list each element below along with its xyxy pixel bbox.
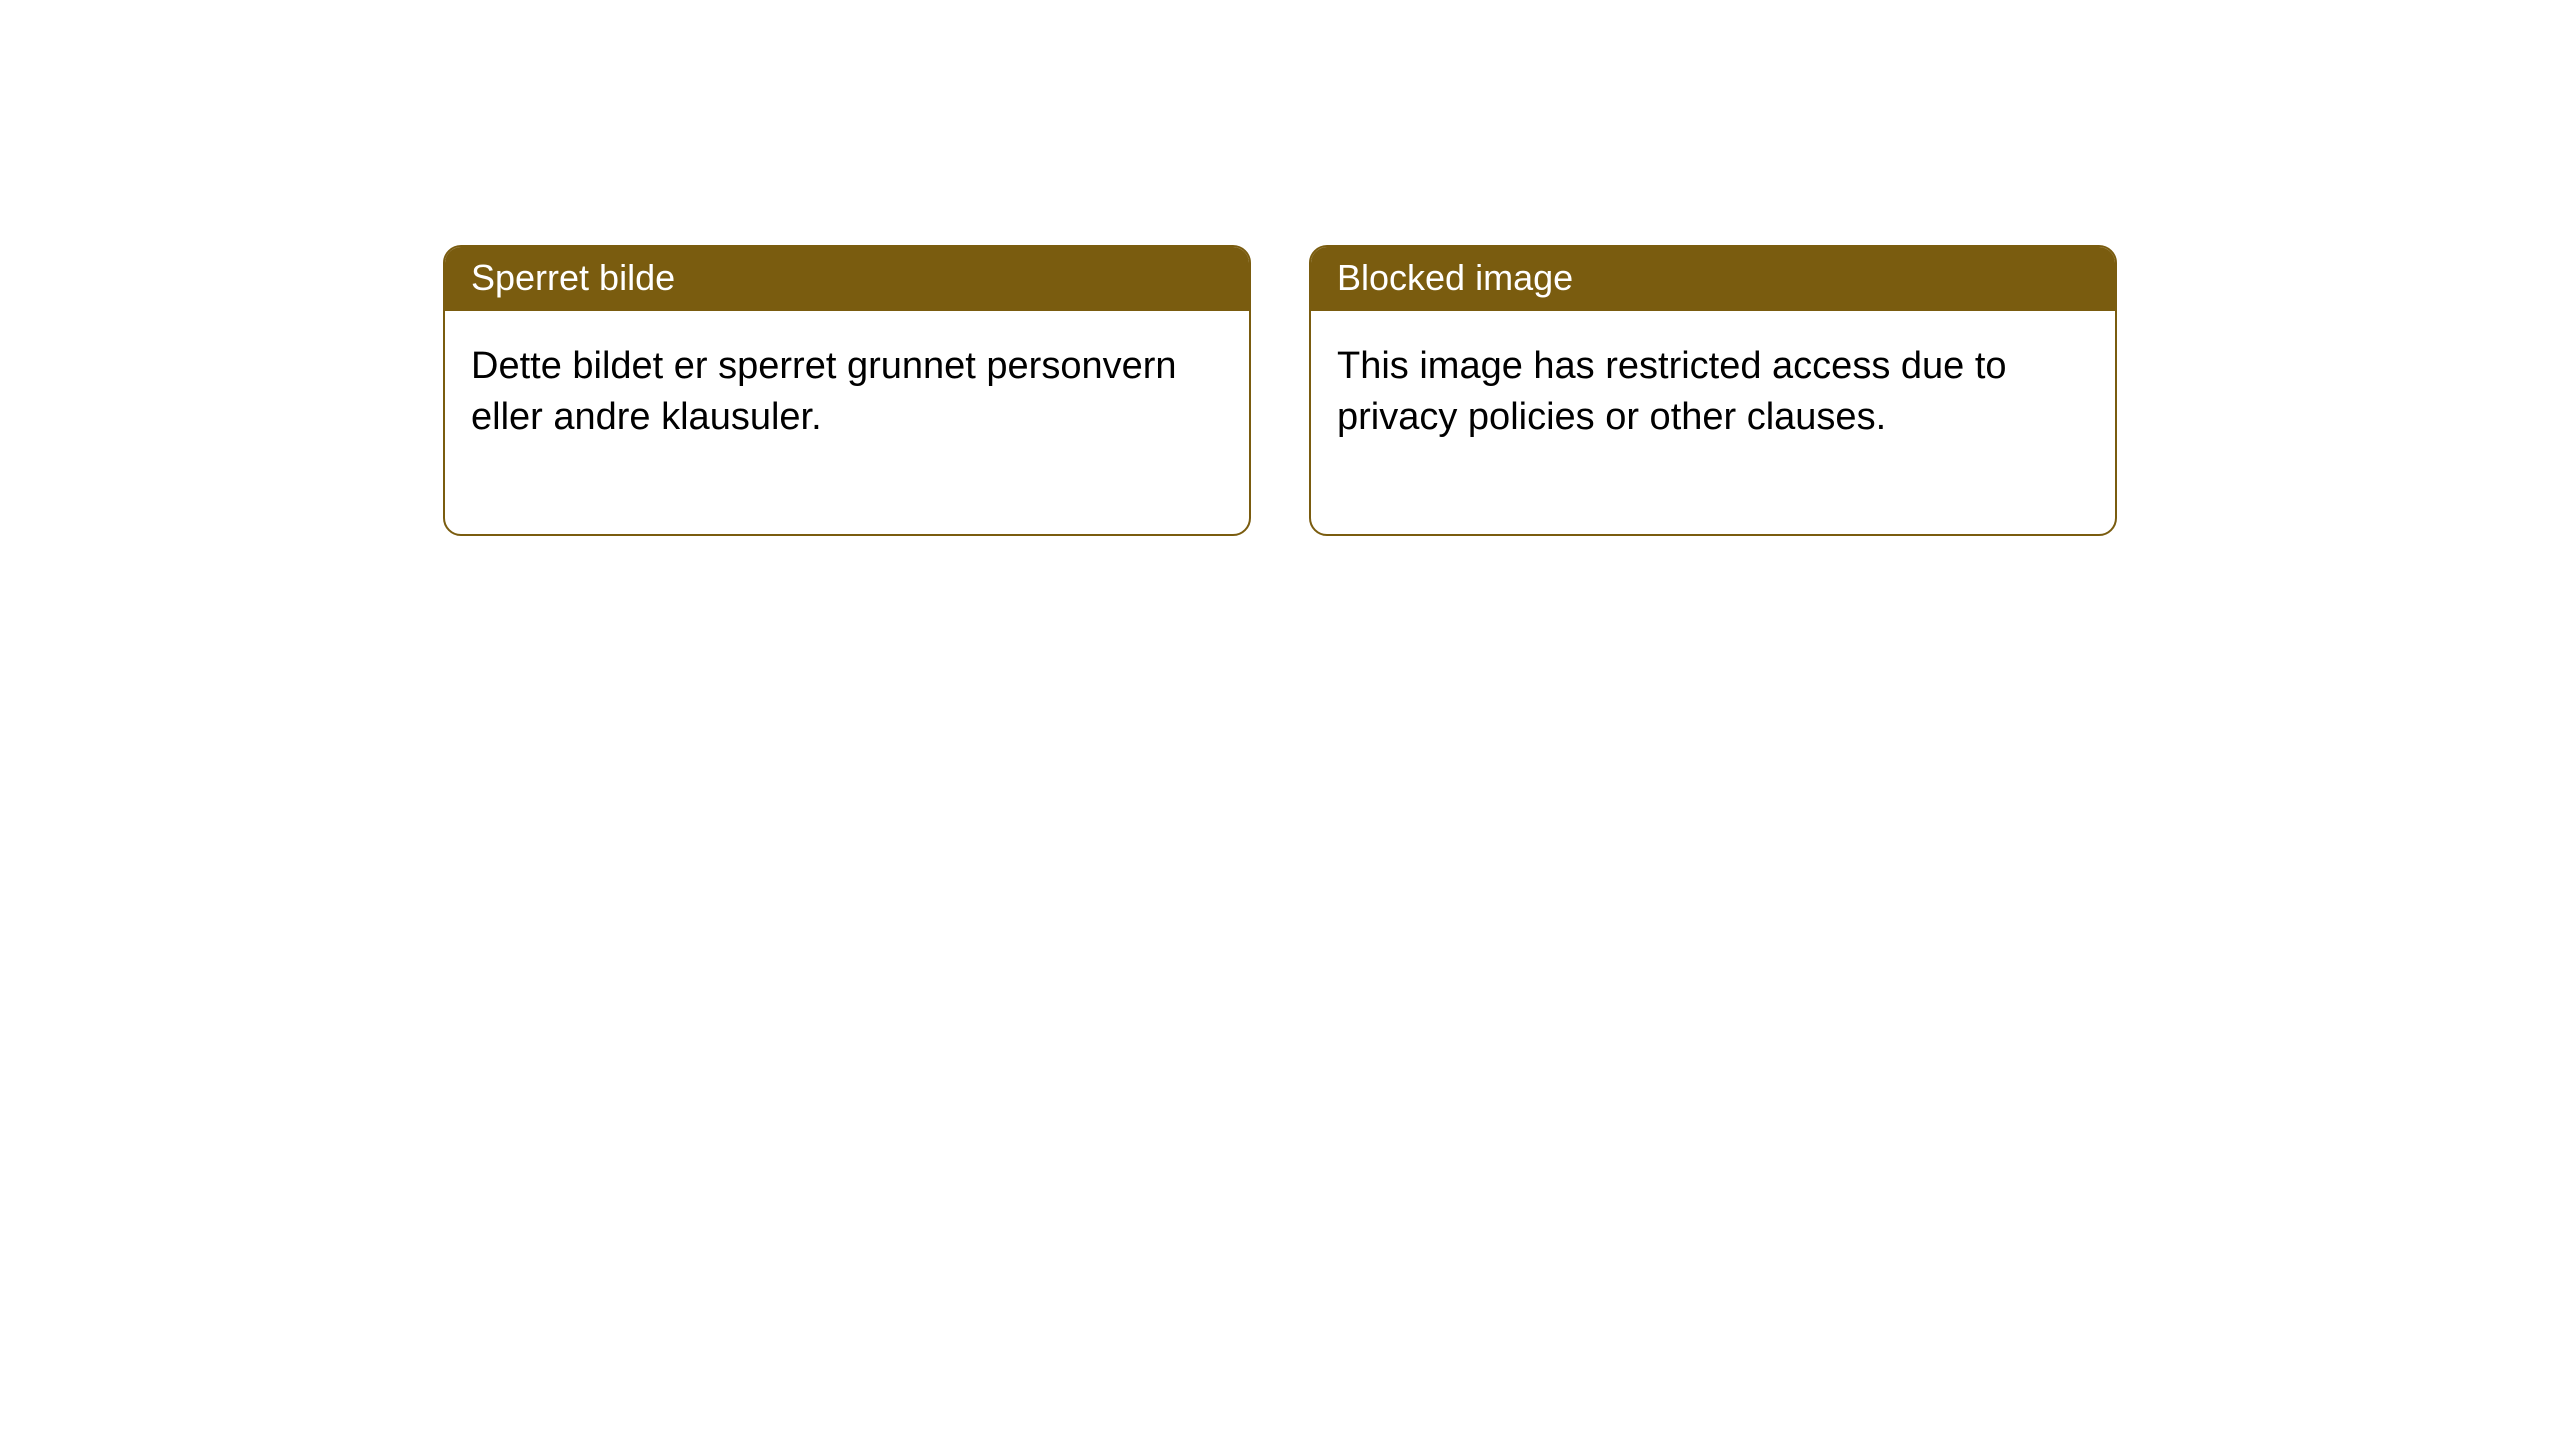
notice-title: Sperret bilde	[471, 257, 675, 298]
notice-body-norwegian: Dette bildet er sperret grunnet personve…	[445, 311, 1249, 534]
notice-body-text: Dette bildet er sperret grunnet personve…	[471, 345, 1177, 438]
notice-body-text: This image has restricted access due to …	[1337, 345, 2007, 438]
notice-body-english: This image has restricted access due to …	[1311, 311, 2115, 534]
notice-container: Sperret bilde Dette bildet er sperret gr…	[443, 245, 2117, 536]
notice-title: Blocked image	[1337, 257, 1573, 298]
notice-header-english: Blocked image	[1311, 247, 2115, 311]
notice-card-norwegian: Sperret bilde Dette bildet er sperret gr…	[443, 245, 1251, 536]
notice-card-english: Blocked image This image has restricted …	[1309, 245, 2117, 536]
notice-header-norwegian: Sperret bilde	[445, 247, 1249, 311]
